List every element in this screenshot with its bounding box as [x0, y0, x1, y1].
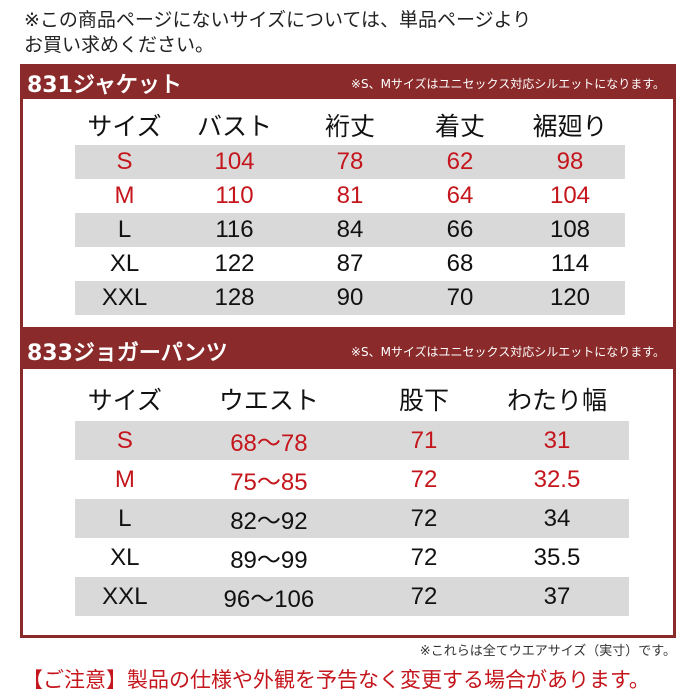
table-cell: 64	[446, 182, 474, 209]
table-cell: 82〜92	[174, 499, 364, 538]
table-cell: 108	[515, 213, 625, 247]
pants-size-chart: 833ジョガーパンツ ※S、Mサイズはユニセックス対応シルエットになります。 サ…	[20, 330, 676, 638]
column-header: 着丈	[434, 112, 485, 141]
table-cell: XL	[109, 250, 140, 277]
column-header: バスト	[196, 112, 272, 141]
table-row: S 104 78 62 98	[75, 145, 625, 179]
column-header: サイズ	[87, 386, 162, 415]
table-cell: 72	[410, 543, 438, 571]
pants-title: 833ジョガーパンツ	[27, 341, 228, 366]
column-header: 裾廻り	[532, 112, 608, 141]
table-cell: S	[75, 145, 174, 179]
table-cell: 31	[484, 421, 629, 460]
table-cell: 72	[363, 499, 485, 538]
table-cell: 104	[549, 182, 591, 209]
table-cell: 84	[295, 213, 405, 247]
table-cell: M	[114, 465, 135, 493]
table-cell: 128	[174, 281, 295, 315]
jacket-title: 831ジャケット	[27, 73, 182, 98]
table-cell: S	[75, 421, 175, 460]
table-cell: XXL	[75, 281, 174, 315]
jacket-table: サイズ バスト 裄丈 着丈 裾廻り S 104 78 62 98 M 110 81 64 104 L 116 84…	[75, 105, 625, 315]
table-row: M 75〜85 72 32.5	[75, 460, 629, 499]
intro-line: お買い求めください。	[24, 34, 215, 56]
table-cell: 34	[484, 499, 629, 538]
table-row: S 68〜78 71 31	[75, 421, 629, 460]
table-row: L 82〜92 72 34	[75, 499, 629, 538]
table-cell: XXL	[75, 577, 175, 616]
table-cell: 72	[410, 465, 438, 493]
jacket-note: ※S、Mサイズはユニセックス対応シルエットになります。	[350, 76, 665, 91]
header-row: サイズ ウエスト 股下 わたり幅	[75, 377, 629, 421]
table-cell: 120	[515, 281, 625, 315]
table-cell: 87	[336, 250, 364, 277]
footnote: ※これらは全てウエアサイズ（実寸）です。	[419, 644, 676, 659]
intro-line: ※この商品ページにないサイズについては、単品ページより	[24, 9, 532, 31]
table-cell: 68	[446, 250, 474, 277]
table-cell: 98	[515, 145, 625, 179]
pants-header-bar: 833ジョガーパンツ ※S、Mサイズはユニセックス対応シルエットになります。	[23, 333, 673, 369]
table-cell: 72	[363, 577, 485, 616]
column-header: 股下	[399, 386, 450, 415]
table-cell: 78	[295, 145, 405, 179]
table-cell: 114	[550, 250, 590, 277]
table-cell: 62	[405, 145, 515, 179]
column-header: サイズ	[87, 112, 162, 141]
table-cell: L	[75, 499, 175, 538]
table-row: XXL 96〜106 72 37	[75, 577, 629, 616]
intro-text: ※この商品ページにないサイズについては、単品ページより お買い求めください。	[24, 8, 531, 58]
jacket-header-bar: 831ジャケット ※S、Mサイズはユニセックス対応シルエットになります。	[23, 67, 673, 99]
table-row: XXL 128 90 70 120	[75, 281, 625, 315]
table-cell: 75〜85	[230, 469, 308, 496]
table-cell: 96〜106	[174, 577, 364, 616]
table-cell: 66	[405, 213, 515, 247]
table-cell: 116	[174, 213, 295, 247]
table-cell: L	[75, 213, 174, 247]
table-cell: 68〜78	[174, 421, 364, 460]
table-cell: 71	[363, 421, 485, 460]
table-cell: 89〜99	[230, 547, 308, 574]
table-row: XL 122 87 68 114	[75, 247, 625, 281]
table-row: XL 89〜99 72 35.5	[75, 538, 629, 577]
table-cell: 70	[405, 281, 515, 315]
table-cell: 90	[295, 281, 405, 315]
pants-table: サイズ ウエスト 股下 わたり幅 S 68〜78 71 31 M 75〜85 72 32.5 L 82〜9…	[75, 377, 629, 616]
column-header: わたり幅	[506, 386, 607, 415]
table-cell: XL	[110, 543, 140, 571]
table-cell: 122	[214, 250, 255, 277]
table-cell: 37	[484, 577, 629, 616]
notice: 【ご注意】製品の仕様や外観を予告なく変更する場合があります。	[22, 668, 650, 692]
table-cell: 35.5	[533, 543, 581, 571]
table-cell: 104	[174, 145, 295, 179]
table-cell: 32.5	[533, 465, 581, 493]
table-cell: M	[114, 182, 135, 209]
table-row: M 110 81 64 104	[75, 179, 625, 213]
jacket-size-chart: 831ジャケット ※S、Mサイズはユニセックス対応シルエットになります。 サイズ…	[20, 64, 676, 330]
header-row: サイズ バスト 裄丈 着丈 裾廻り	[75, 105, 625, 145]
pants-note: ※S、Mサイズはユニセックス対応シルエットになります。	[350, 344, 665, 359]
table-row: L 116 84 66 108	[75, 213, 625, 247]
table-cell: 110	[215, 182, 254, 209]
column-header: 裄丈	[324, 112, 375, 141]
column-header: ウエスト	[218, 386, 319, 415]
table-cell: 81	[336, 182, 364, 209]
